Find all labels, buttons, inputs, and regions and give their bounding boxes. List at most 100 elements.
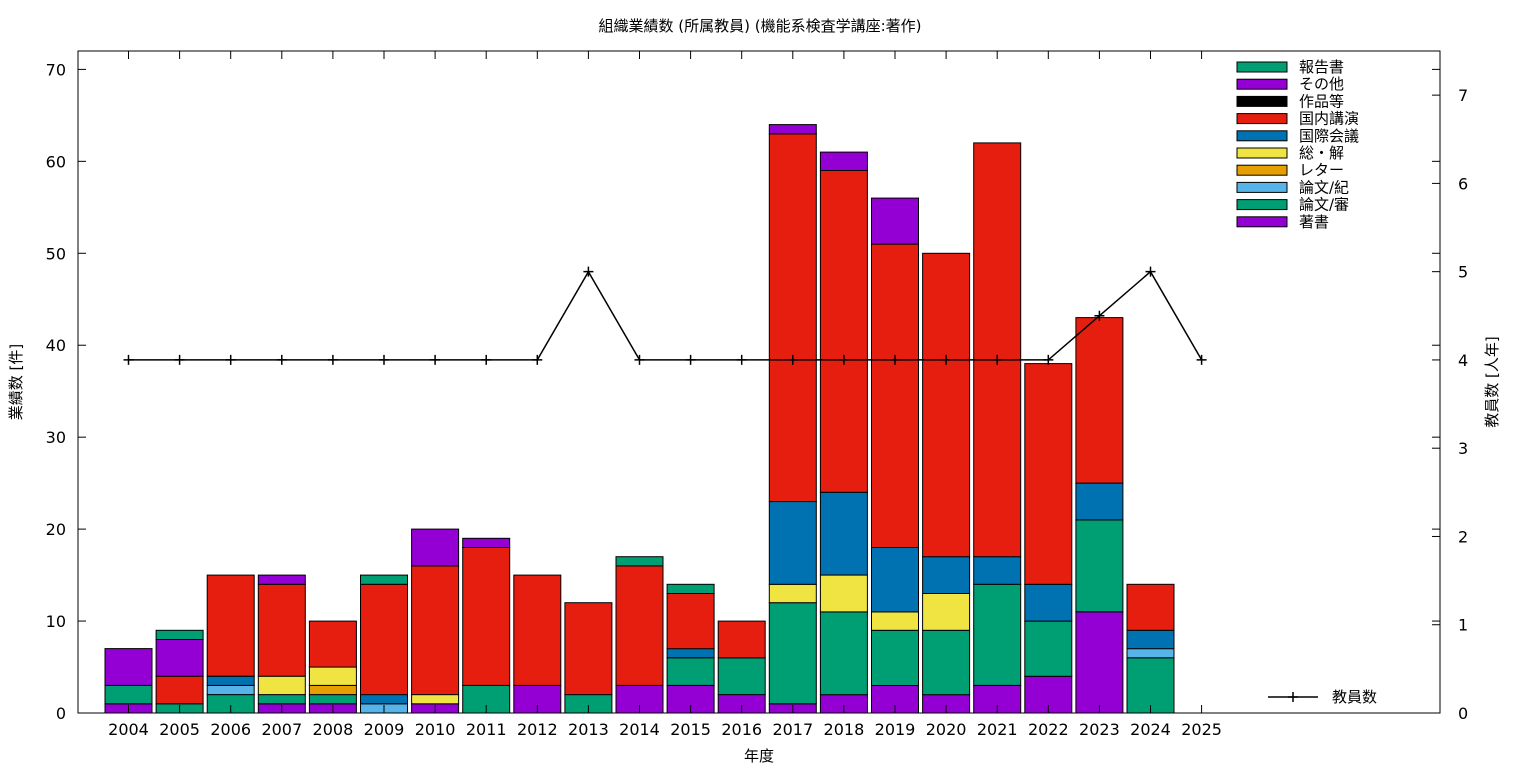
y2-tick-label: 7 xyxy=(1458,86,1468,105)
x-tick-label: 2019 xyxy=(875,720,916,739)
bar-segment xyxy=(360,574,408,585)
bar-segment xyxy=(768,133,817,503)
bar-segment xyxy=(1126,657,1175,714)
line-point xyxy=(276,354,287,365)
x-tick-label: 2020 xyxy=(926,720,967,739)
bar-segment xyxy=(1075,519,1124,613)
y-tick-label: 0 xyxy=(56,704,66,723)
legend-label: レター xyxy=(1299,161,1344,179)
bar-segment xyxy=(308,620,357,668)
bar-segment xyxy=(768,501,817,585)
y-axis-label: 業績数 [件] xyxy=(7,344,25,420)
x-tick-label: 2016 xyxy=(721,720,762,739)
legend-label: 著書 xyxy=(1299,213,1329,231)
x-tick-label: 2022 xyxy=(1028,720,1069,739)
bar-segment xyxy=(411,528,460,567)
bar-segment xyxy=(257,694,306,705)
x-tick-label: 2011 xyxy=(466,720,507,739)
legend-label: 国際会議 xyxy=(1299,127,1359,145)
bar-segment xyxy=(564,602,613,696)
bar-segment xyxy=(104,684,153,705)
x-tick-label: 2007 xyxy=(261,720,302,739)
bar-segment xyxy=(871,629,919,686)
bar-segment xyxy=(1075,317,1124,484)
line-legend: 教員数 xyxy=(1268,688,1377,706)
bar-segment xyxy=(104,648,153,686)
bar-segment xyxy=(922,252,971,558)
x-tick-label: 2010 xyxy=(415,720,456,739)
y2-tick-label: 4 xyxy=(1458,351,1468,370)
bar-segment xyxy=(1075,611,1124,714)
bar-segment xyxy=(666,593,715,650)
legend-label: 総・解 xyxy=(1299,144,1344,162)
legend-swatch xyxy=(1236,95,1288,107)
y-tick-label: 20 xyxy=(46,520,66,539)
bar-segment xyxy=(1126,648,1175,659)
x-tick-label: 2012 xyxy=(517,720,558,739)
x-tick-label: 2024 xyxy=(1130,720,1171,739)
bar-segment xyxy=(922,593,971,631)
x-axis-label: 年度 xyxy=(744,747,774,765)
line-point xyxy=(379,354,389,365)
bar-segment xyxy=(973,556,1022,585)
bar-segment xyxy=(819,611,868,696)
line-point xyxy=(225,354,236,365)
line-point xyxy=(1043,354,1054,365)
bar-segment xyxy=(615,556,664,567)
bar-segment xyxy=(155,638,204,677)
x-tick-label: 2005 xyxy=(159,720,200,739)
x-tick-label: 2023 xyxy=(1079,720,1120,739)
y-tick-label: 10 xyxy=(46,612,66,631)
bar-segment xyxy=(922,629,971,696)
y-tick-label: 60 xyxy=(46,152,66,171)
bar-segment xyxy=(871,547,919,613)
bar-segment xyxy=(1126,583,1175,631)
plot-frame xyxy=(77,50,1441,714)
x-axis: 2004 2005 2006 2007 2008 2009 2010 2011 2012 2013… xyxy=(108,51,1222,739)
line-point xyxy=(327,354,338,365)
bar-segment xyxy=(308,694,357,705)
bar-segment xyxy=(257,574,306,585)
line-legend-label: 教員数 xyxy=(1332,688,1377,706)
y2-tick-label: 6 xyxy=(1458,174,1468,193)
bar-segment xyxy=(462,547,511,686)
y2-tick-label: 3 xyxy=(1458,439,1468,458)
legend-swatch xyxy=(1236,164,1288,176)
y-tick-label: 70 xyxy=(46,60,66,79)
line-layer xyxy=(123,266,1207,365)
line-point xyxy=(941,354,952,365)
y-tick-label: 30 xyxy=(46,428,66,447)
legend-label: 論文/審 xyxy=(1299,196,1349,214)
bar-segment xyxy=(871,611,919,631)
x-tick-label: 2004 xyxy=(108,720,149,739)
bar-segment xyxy=(1075,482,1124,521)
bar-segment xyxy=(411,694,460,705)
legend-swatch xyxy=(1236,199,1288,211)
x-tick-label: 2009 xyxy=(364,720,405,739)
bar-segment xyxy=(666,648,715,659)
bar-segment xyxy=(1024,583,1073,622)
bar-segment xyxy=(819,170,868,493)
line-point xyxy=(123,354,134,365)
y2-tick-label: 0 xyxy=(1458,704,1468,723)
legend-swatch xyxy=(1236,113,1288,125)
legend-label: 国内講演 xyxy=(1299,110,1359,128)
line-point xyxy=(532,354,543,365)
legend-swatch xyxy=(1236,181,1288,193)
x-tick-label: 2015 xyxy=(670,720,711,739)
x-tick-label: 2008 xyxy=(313,720,354,739)
legend-swatch xyxy=(1236,147,1288,159)
bar-segment xyxy=(717,657,766,696)
bar-segment xyxy=(973,142,1022,558)
line-point xyxy=(1196,354,1207,365)
y-axis-right: 0 1 2 3 4 5 6 7 xyxy=(1432,86,1468,723)
x-tick-label: 2021 xyxy=(977,720,1018,739)
bar-segment xyxy=(155,629,204,640)
bar-segment xyxy=(871,243,919,548)
bar-segment xyxy=(666,657,715,686)
line-point xyxy=(685,354,696,365)
bar-segment xyxy=(206,574,255,677)
bar-segment xyxy=(922,556,971,595)
line-point xyxy=(787,354,798,365)
